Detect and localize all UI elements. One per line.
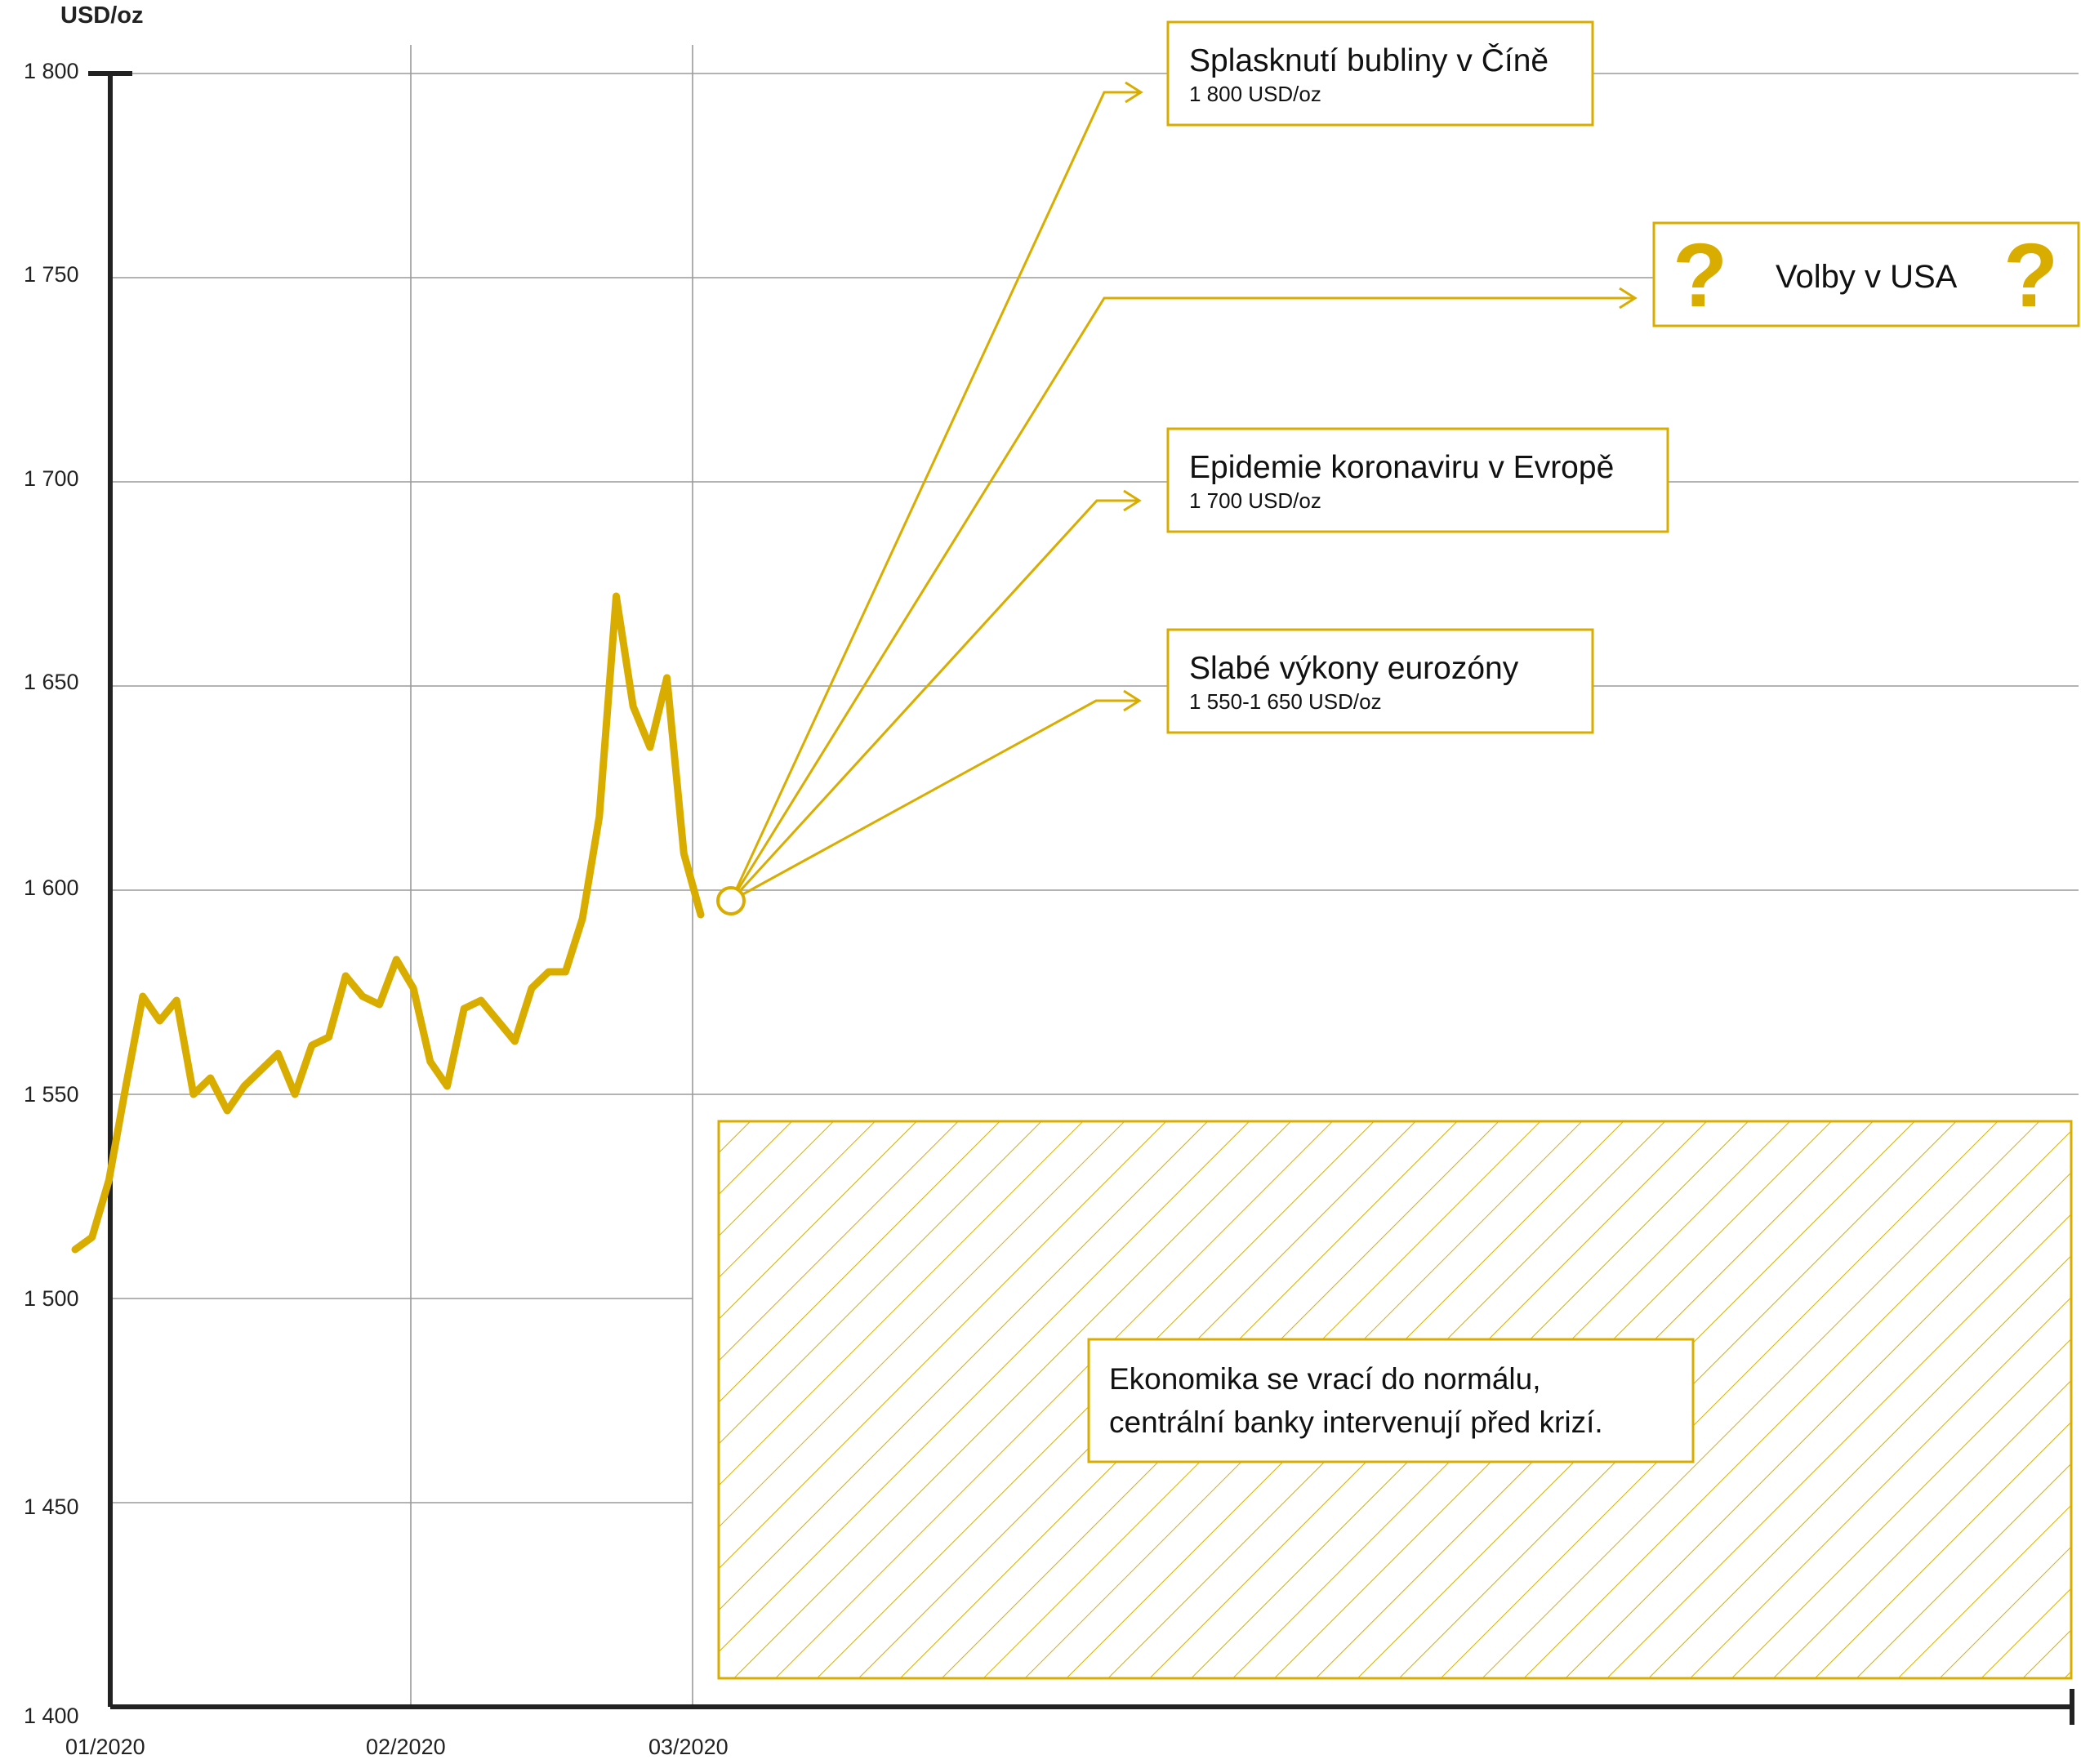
gold-price-line <box>71 592 705 1254</box>
scenario-line-2: centrální banky intervenují před krizí. <box>1109 1405 1603 1439</box>
annotation-value: 1 550-1 650 USD/oz <box>1189 689 1382 714</box>
annotation-usa: ? Volby v USA ? <box>1652 221 2080 327</box>
x-tick-labels: 01/2020 02/2020 03/2020 <box>65 1735 729 1759</box>
annotation-value: 1 700 USD/oz <box>1189 488 1321 513</box>
y-tick-label: 1 700 <box>24 466 79 491</box>
y-tick-label: 1 500 <box>24 1286 79 1311</box>
annotation-china: Splasknutí bubliny v Číně 1 800 USD/oz <box>1166 20 1594 127</box>
arrowhead-usa <box>1619 287 1638 310</box>
y-tick-label: 1 650 <box>24 670 79 694</box>
arrowhead-europe <box>1123 489 1142 512</box>
y-tick-label: 1 400 <box>24 1704 79 1728</box>
annotation-eurozone: Slabé výkony eurozóny 1 550-1 650 USD/oz <box>1166 628 1594 734</box>
y-tick-label: 1 750 <box>24 262 79 287</box>
scenario-line-1: Ekonomika se vrací do normálu, <box>1109 1362 1541 1396</box>
arrowhead-eurozone <box>1123 689 1142 712</box>
arrowhead-china <box>1125 81 1143 104</box>
scenario-box: Ekonomika se vrací do normálu, centrální… <box>1087 1338 1695 1463</box>
arrow-europe <box>729 499 1138 902</box>
x-tick-label: 02/2020 <box>366 1735 446 1759</box>
question-mark-icon: ? <box>1673 225 1727 326</box>
arrow-china <box>729 91 1139 902</box>
arrow-eurozone <box>730 699 1138 902</box>
y-tick-label: 1 800 <box>24 59 79 83</box>
x-tick-label: 03/2020 <box>648 1735 729 1759</box>
y-tick-label: 1 450 <box>24 1494 79 1519</box>
annotation-value: 1 800 USD/oz <box>1189 82 1321 106</box>
axes <box>88 71 2074 1725</box>
y-tick-label: 1 600 <box>24 875 79 900</box>
question-mark-icon: ? <box>2003 225 2058 326</box>
scenario-arrows <box>729 81 1638 902</box>
forecast-origin-marker <box>716 886 746 915</box>
x-tick-label: 01/2020 <box>65 1735 145 1759</box>
annotation-europe: Epidemie koronaviru v Evropě 1 700 USD/o… <box>1166 427 1669 533</box>
y-axis-unit-label: USD/oz <box>60 2 144 29</box>
annotation-title: Epidemie koronaviru v Evropě <box>1189 450 1614 485</box>
annotation-title: Splasknutí bubliny v Číně <box>1189 42 1548 78</box>
arrow-usa <box>729 296 1633 902</box>
y-tick-label: 1 550 <box>24 1082 79 1107</box>
annotation-title: Volby v USA <box>1776 259 1958 295</box>
y-tick-labels: 1 400 1 450 1 500 1 550 1 600 1 650 1 70… <box>24 59 79 1728</box>
gridlines <box>110 45 2079 1707</box>
annotation-title: Slabé výkony eurozóny <box>1189 651 1519 686</box>
